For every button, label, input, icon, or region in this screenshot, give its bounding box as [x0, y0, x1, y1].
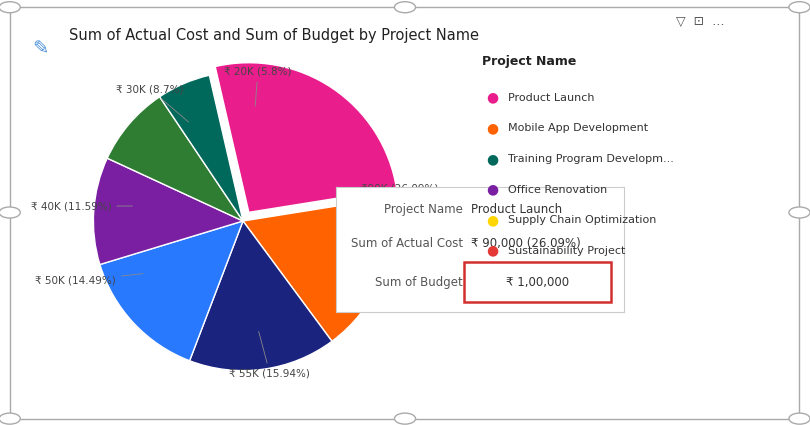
Text: ●: ●: [486, 213, 498, 227]
Text: ₹ 20K (5.8%): ₹ 20K (5.8%): [224, 66, 292, 106]
Text: Mobile App Development: Mobile App Development: [508, 123, 648, 133]
Text: Sustainability Project: Sustainability Project: [508, 246, 625, 256]
Wedge shape: [160, 75, 243, 221]
Text: ₹ 60K (17.39%): ₹ 60K (17.39%): [343, 273, 441, 283]
Text: ▽  ⊡  …: ▽ ⊡ …: [676, 15, 725, 28]
Text: ●: ●: [486, 244, 498, 258]
Text: Sum of Budget: Sum of Budget: [375, 276, 463, 289]
Text: ●: ●: [486, 183, 498, 196]
Text: ●: ●: [486, 122, 498, 135]
Text: ●: ●: [486, 91, 498, 105]
Text: Product Launch: Product Launch: [508, 93, 595, 103]
Text: ₹ 1,00,000: ₹ 1,00,000: [506, 276, 569, 289]
Text: Sum of Actual Cost and Sum of Budget by Project Name: Sum of Actual Cost and Sum of Budget by …: [69, 28, 479, 42]
Wedge shape: [93, 158, 243, 264]
Text: Sum of Actual Cost: Sum of Actual Cost: [351, 237, 463, 250]
Text: Project Name: Project Name: [384, 203, 463, 216]
Text: ₹ 40K (11.59%): ₹ 40K (11.59%): [31, 201, 133, 211]
Wedge shape: [190, 221, 332, 371]
Text: Supply Chain Optimization: Supply Chain Optimization: [508, 215, 656, 225]
Wedge shape: [243, 197, 393, 341]
Text: Product Launch: Product Launch: [471, 203, 562, 216]
Text: Training Program Developm...: Training Program Developm...: [508, 154, 674, 164]
Text: ✎: ✎: [32, 40, 49, 58]
Text: Project Name: Project Name: [482, 55, 577, 68]
Text: ₹ 55K (15.94%): ₹ 55K (15.94%): [229, 332, 310, 379]
FancyBboxPatch shape: [464, 262, 611, 302]
Text: ₹ 30K (8.7%): ₹ 30K (8.7%): [117, 84, 189, 122]
Text: ₹90K (26.09%): ₹90K (26.09%): [339, 183, 439, 194]
Text: ₹ 90,000 (26.09%): ₹ 90,000 (26.09%): [471, 237, 581, 250]
Text: ●: ●: [486, 152, 498, 166]
Text: ₹ 50K (14.49%): ₹ 50K (14.49%): [35, 274, 143, 286]
Wedge shape: [100, 221, 243, 361]
Wedge shape: [215, 63, 397, 212]
Text: Office Renovation: Office Renovation: [508, 184, 608, 195]
Wedge shape: [107, 97, 243, 221]
